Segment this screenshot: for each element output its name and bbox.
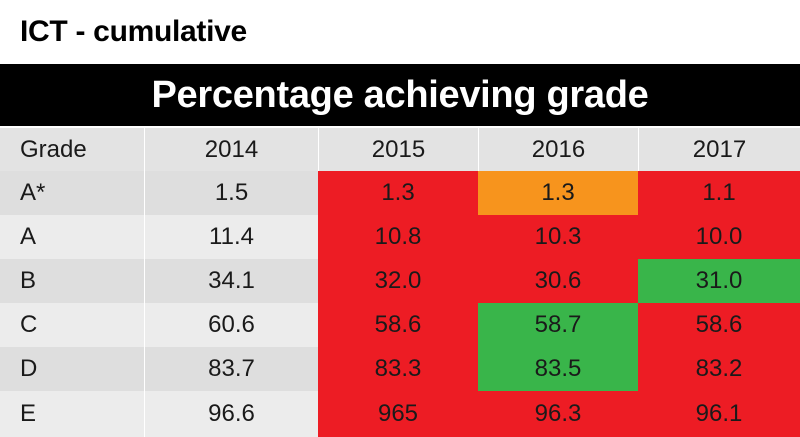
table-cell-value: 30.6 bbox=[478, 259, 638, 303]
column-header-grade: Grade bbox=[0, 128, 144, 171]
row-label-grade: D bbox=[0, 347, 144, 391]
table-cell-value: 83.3 bbox=[318, 347, 478, 391]
table-cell-value: 31.0 bbox=[638, 259, 800, 303]
table-cell-value: 10.3 bbox=[478, 215, 638, 259]
table-cell-value: 10.8 bbox=[318, 215, 478, 259]
column-header-2015: 2015 bbox=[318, 128, 478, 171]
table-cell-value: 58.6 bbox=[318, 303, 478, 347]
table-cell-value: 83.5 bbox=[478, 347, 638, 391]
row-label-grade: E bbox=[0, 391, 144, 437]
table-cell-value: 96.1 bbox=[638, 391, 800, 437]
table-cell-value: 1.3 bbox=[318, 171, 478, 215]
table-cell-value: 1.3 bbox=[478, 171, 638, 215]
table-cell-value: 11.4 bbox=[144, 215, 318, 259]
table-cell-value: 32.0 bbox=[318, 259, 478, 303]
table-cell-value: 83.7 bbox=[144, 347, 318, 391]
column-header-2016: 2016 bbox=[478, 128, 638, 171]
table-cell-value: 83.2 bbox=[638, 347, 800, 391]
table-cell-value: 96.3 bbox=[478, 391, 638, 437]
row-label-grade: A bbox=[0, 215, 144, 259]
row-label-grade: C bbox=[0, 303, 144, 347]
grade-table: Grade 2014 2015 2016 2017 A* 1.5 1.3 1.3 1.1 A 11.4… bbox=[0, 128, 800, 437]
table-cell-value: 60.6 bbox=[144, 303, 318, 347]
table-banner: Percentage achieving grade bbox=[0, 64, 800, 126]
table-cell-value: 58.6 bbox=[638, 303, 800, 347]
table-cell-value: 10.0 bbox=[638, 215, 800, 259]
page-title: ICT - cumulative bbox=[20, 15, 247, 48]
row-label-grade: A* bbox=[0, 171, 144, 215]
table-cell-value: 1.1 bbox=[638, 171, 800, 215]
column-header-2017: 2017 bbox=[638, 128, 800, 171]
table-cell-value: 34.1 bbox=[144, 259, 318, 303]
table-cell-value: 1.5 bbox=[144, 171, 318, 215]
table-cell-value: 965 bbox=[318, 391, 478, 437]
table-cell-value: 96.6 bbox=[144, 391, 318, 437]
table-cell-value: 58.7 bbox=[478, 303, 638, 347]
row-label-grade: B bbox=[0, 259, 144, 303]
column-header-2014: 2014 bbox=[144, 128, 318, 171]
